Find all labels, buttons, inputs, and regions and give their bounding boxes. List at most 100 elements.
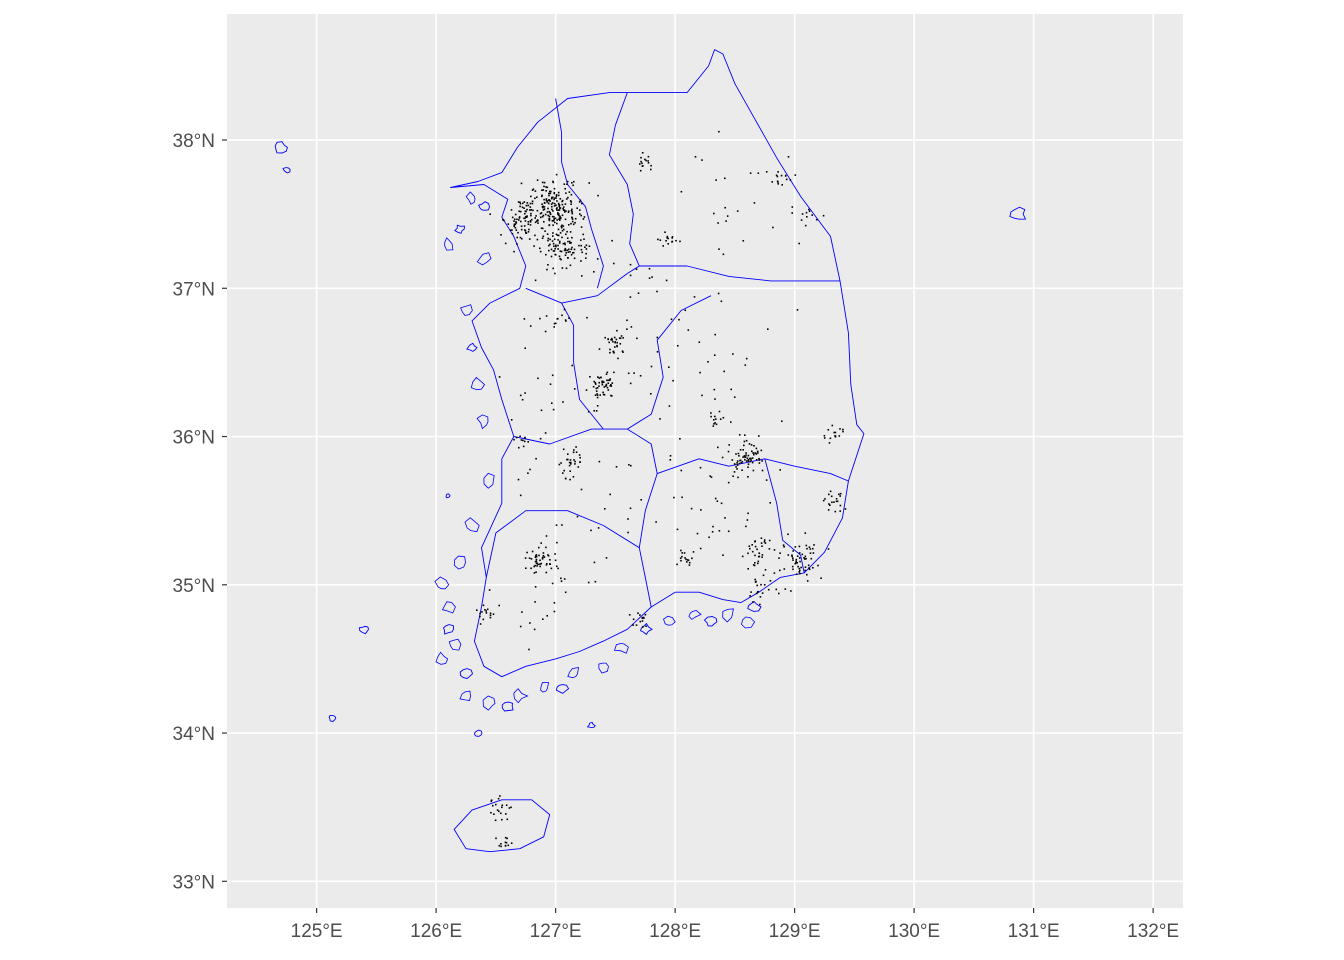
data-point	[745, 357, 748, 360]
data-point	[597, 527, 600, 529]
data-point	[526, 208, 528, 211]
data-point	[554, 247, 556, 250]
data-point	[526, 202, 529, 204]
data-point	[548, 190, 551, 193]
data-point	[549, 383, 552, 385]
data-point	[714, 422, 716, 424]
data-point	[769, 502, 771, 504]
data-point	[546, 201, 548, 203]
data-point	[790, 590, 792, 592]
data-point	[576, 207, 578, 209]
data-point	[545, 315, 548, 317]
data-point	[554, 553, 556, 555]
data-point	[515, 221, 517, 223]
data-point	[571, 211, 573, 213]
data-point	[749, 172, 752, 174]
data-point	[542, 552, 545, 554]
data-point	[514, 223, 517, 226]
data-point	[761, 556, 763, 558]
data-point	[576, 515, 579, 518]
data-point	[555, 208, 558, 210]
data-point	[551, 402, 553, 404]
island-outline	[445, 493, 451, 499]
data-point	[542, 209, 545, 211]
data-point	[519, 236, 522, 239]
point-layer	[476, 130, 847, 848]
data-point	[659, 418, 661, 420]
data-point	[567, 210, 570, 212]
data-point	[659, 239, 662, 241]
data-point	[552, 224, 554, 226]
data-point	[540, 227, 543, 229]
data-point	[579, 456, 581, 459]
islet-outline	[722, 608, 734, 623]
data-point	[561, 214, 564, 217]
data-point	[629, 274, 632, 277]
data-point	[535, 457, 537, 460]
data-point	[701, 159, 703, 161]
island-outline	[274, 141, 288, 154]
data-point	[745, 439, 748, 442]
islet-outline	[434, 576, 450, 590]
data-point	[614, 346, 616, 348]
data-point	[639, 169, 642, 172]
data-point	[548, 217, 551, 220]
data-point	[647, 160, 649, 162]
data-point	[539, 317, 541, 320]
data-point	[516, 236, 518, 239]
data-point	[536, 196, 538, 198]
data-point	[583, 238, 585, 240]
data-point	[521, 206, 524, 209]
data-point	[767, 588, 770, 591]
data-point	[495, 837, 497, 840]
data-point	[569, 200, 572, 202]
data-point	[492, 804, 494, 807]
data-point	[735, 466, 737, 468]
islet-outline	[441, 601, 456, 614]
data-point	[750, 444, 753, 446]
data-point	[594, 580, 597, 583]
data-point	[753, 564, 756, 567]
data-point	[610, 385, 613, 387]
data-point	[573, 248, 576, 251]
data-point	[806, 547, 808, 550]
data-point	[835, 500, 838, 503]
data-point	[798, 557, 801, 559]
data-point	[540, 542, 542, 544]
data-point	[561, 267, 564, 269]
data-point	[765, 171, 768, 173]
data-point	[607, 382, 610, 384]
data-point	[562, 207, 564, 210]
data-point	[504, 845, 507, 847]
data-point	[778, 557, 780, 559]
data-point	[764, 542, 767, 544]
data-point	[534, 217, 536, 219]
data-point	[570, 193, 573, 196]
data-point	[616, 341, 618, 344]
data-point	[529, 220, 532, 222]
data-point	[558, 463, 561, 466]
data-point	[504, 242, 507, 245]
data-point	[765, 479, 768, 481]
data-point	[536, 238, 539, 241]
island-outline	[747, 601, 762, 612]
data-point	[560, 462, 562, 464]
data-point	[552, 408, 555, 411]
data-point	[564, 243, 566, 246]
data-point	[568, 224, 570, 226]
data-point	[548, 244, 550, 247]
data-point	[552, 210, 554, 212]
data-point	[562, 472, 564, 474]
data-point	[763, 540, 766, 543]
data-point	[808, 546, 811, 548]
islet-outline	[663, 615, 676, 626]
y-tick-label: 35°N	[173, 576, 215, 597]
y-tick-label: 33°N	[173, 872, 215, 893]
data-point	[795, 573, 798, 575]
data-point	[611, 337, 613, 340]
data-point	[736, 210, 739, 212]
data-point	[677, 345, 679, 347]
data-point	[640, 156, 642, 159]
data-point	[551, 208, 553, 211]
islet-outline	[435, 651, 449, 665]
